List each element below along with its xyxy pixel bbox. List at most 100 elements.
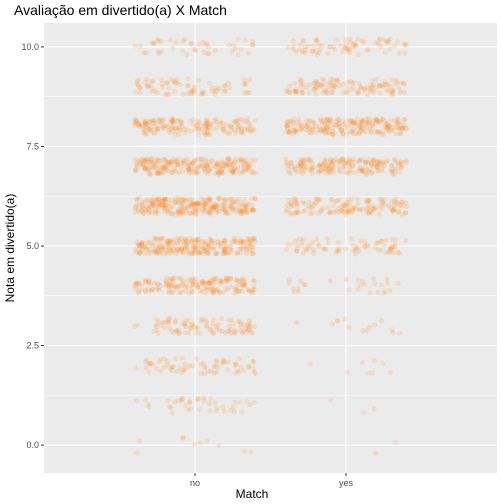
data-point [252,369,257,374]
data-point [176,276,181,281]
data-point [380,116,385,121]
data-point [198,362,203,367]
data-point [299,126,304,131]
data-point [366,211,371,216]
data-point [165,80,170,85]
data-point [155,37,160,42]
data-point [373,450,378,455]
data-point [206,369,211,374]
data-point [224,276,229,281]
data-point [174,39,179,44]
data-point [296,286,301,291]
data-point [243,38,248,43]
data-point [161,365,166,370]
data-point [371,157,376,162]
data-point [232,238,237,243]
data-point [319,209,324,214]
data-point [242,90,247,95]
data-point [344,131,349,136]
data-point [317,47,322,52]
data-point [229,125,234,130]
data-point [162,325,167,330]
data-point [180,92,185,97]
data-point [393,440,398,445]
data-point [197,407,202,412]
data-point [395,39,400,44]
data-point [232,287,237,292]
data-point [213,251,218,256]
data-point [299,166,304,171]
data-point [337,164,342,169]
data-point [382,197,387,202]
data-point [288,128,293,133]
data-point [287,83,292,88]
data-point [196,251,201,256]
data-point [385,124,390,129]
data-point [150,161,155,166]
data-point [306,246,311,251]
data-point [250,170,255,175]
data-point [373,129,378,134]
data-point [190,322,195,327]
data-point [308,127,313,132]
data-point [253,118,258,123]
data-point [313,38,318,43]
data-point [201,91,206,96]
data-point [207,401,212,406]
data-point [198,122,203,127]
data-point [172,89,177,94]
data-point [357,158,362,163]
data-point [211,317,216,322]
y-axis-title: Nota em divertido(a) [3,194,17,303]
data-point [179,121,184,126]
data-point [232,170,237,175]
data-point [214,324,219,329]
data-point [141,50,146,55]
data-point [222,208,227,213]
data-point [306,90,311,95]
data-point [228,203,233,208]
data-point [182,361,187,366]
data-point [386,203,391,208]
data-point [325,121,330,126]
data-point [242,119,247,124]
data-point [351,127,356,132]
data-point [244,398,249,403]
data-point [308,211,313,216]
data-point [217,122,222,127]
data-point [227,131,232,136]
data-point [358,238,363,243]
data-point [370,164,375,169]
data-point [291,38,296,43]
data-point [252,157,257,162]
data-point [345,208,350,213]
data-point [190,278,195,283]
data-point [346,325,351,330]
data-point [311,43,316,48]
data-point [316,242,321,247]
data-point [212,280,217,285]
data-point [141,127,146,132]
data-point [173,199,178,204]
data-point [342,316,347,321]
data-point [383,50,388,55]
data-point [340,122,345,127]
data-point [184,52,189,57]
data-point [377,211,382,216]
data-point [155,282,160,287]
data-point [170,46,175,51]
data-point [208,396,213,401]
data-point [346,287,351,292]
data-point [173,320,178,325]
data-point [246,50,251,55]
data-point [387,246,392,251]
data-point [246,163,251,168]
data-point [241,368,246,373]
data-point [163,197,168,202]
data-point [200,164,205,169]
data-point [196,396,201,401]
data-point [362,39,367,44]
data-point [239,409,244,414]
data-point [150,201,155,206]
data-point [238,399,243,404]
